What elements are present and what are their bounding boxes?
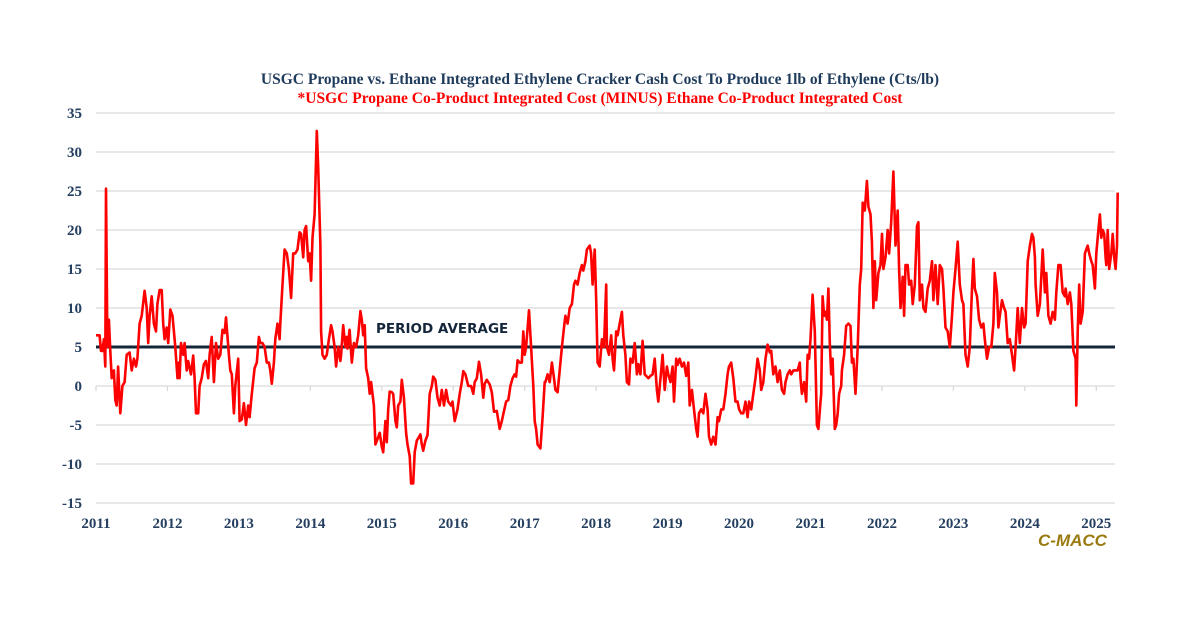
chart-title: USGC Propane vs. Ethane Integrated Ethyl… (261, 71, 939, 88)
x-tick-label: 2022 (867, 516, 897, 532)
y-tick-label: 30 (67, 145, 82, 161)
x-tick-label: 2012 (152, 516, 182, 532)
x-tick-label: 2015 (367, 516, 397, 532)
y-tick-label: -10 (62, 457, 82, 473)
x-tick-label: 2018 (581, 516, 611, 532)
y-tick-label: 35 (67, 106, 82, 122)
x-tick-label: 2016 (438, 516, 469, 532)
x-tick-label: 2017 (510, 516, 541, 532)
x-tick-label: 2014 (295, 516, 326, 532)
x-axis-ticks: 2011 2012 2013 2014 2015 2016 2017 2018 2019 2020… (81, 386, 1111, 532)
y-tick-label: 0 (75, 379, 83, 395)
y-axis-ticks: 35 30 25 20 15 10 5 0 -5 -10 -15 (62, 106, 82, 512)
period-average-label: PERIOD AVERAGE (376, 321, 508, 337)
source-brand: C-MACC (1038, 531, 1108, 550)
x-tick-label: 2023 (938, 516, 968, 532)
series-line (96, 129, 1119, 485)
x-tick-label: 2011 (81, 516, 110, 532)
x-tick-label: 2021 (796, 516, 826, 532)
y-tick-label: 25 (67, 184, 82, 200)
y-tick-label: 15 (67, 262, 82, 278)
x-tick-label: 2013 (224, 516, 254, 532)
x-tick-label: 2020 (724, 516, 754, 532)
y-tick-label: 10 (67, 301, 82, 317)
y-tick-label: 5 (75, 340, 83, 356)
chart-subtitle: *USGC Propane Co-Product Integrated Cost… (298, 90, 904, 107)
y-tick-label: -15 (62, 496, 82, 512)
y-tick-label: 20 (67, 223, 82, 239)
x-tick-label: 2025 (1081, 516, 1111, 532)
x-tick-label: 2024 (1010, 516, 1041, 532)
x-tick-label: 2019 (653, 516, 683, 532)
y-tick-label: -5 (70, 418, 83, 434)
